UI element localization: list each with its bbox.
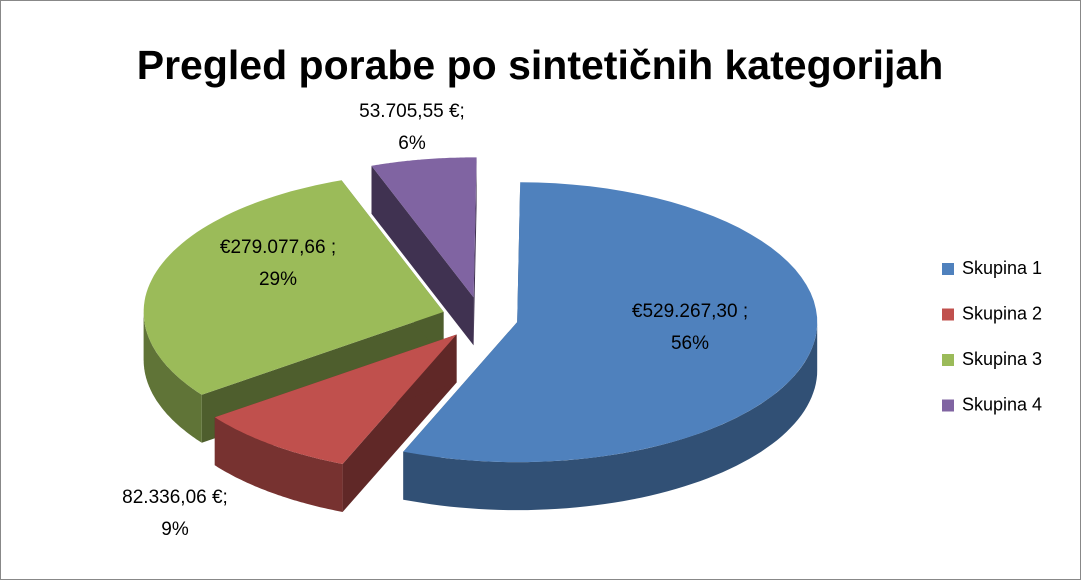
data-label: 6% xyxy=(398,133,426,154)
pie-slice xyxy=(403,182,818,511)
legend-label: Skupina 3 xyxy=(962,349,1042,369)
slice-top xyxy=(143,180,444,395)
pie-slice xyxy=(371,157,477,346)
slice-top xyxy=(403,182,818,463)
pie-slice xyxy=(214,334,457,512)
data-label: 53.705,55 €; xyxy=(359,101,465,122)
legend-label: Skupina 4 xyxy=(962,394,1042,414)
legend-label: Skupina 1 xyxy=(962,258,1042,278)
data-label: 29% xyxy=(259,269,297,290)
chart-title: Pregled porabe po sintetičnih kategorija… xyxy=(137,42,944,88)
data-label: €529.267,30 ; xyxy=(632,301,748,322)
data-label: 56% xyxy=(671,333,709,354)
slice-side xyxy=(371,165,474,346)
slice-top xyxy=(371,157,477,298)
slice-top xyxy=(214,334,457,464)
legend-swatch xyxy=(942,263,954,275)
data-label: €279.077,66 ; xyxy=(220,237,336,258)
legend-label: Skupina 2 xyxy=(962,303,1042,323)
data-label: 82.336,06 €; xyxy=(122,487,228,508)
data-label: 9% xyxy=(161,519,189,540)
slice-wall xyxy=(143,311,202,443)
slice-wall xyxy=(403,322,818,511)
slice-side xyxy=(473,157,477,346)
legend-swatch xyxy=(942,399,954,412)
slice-wall xyxy=(214,417,343,512)
legend-swatch xyxy=(942,308,954,321)
legend-swatch xyxy=(942,354,954,366)
